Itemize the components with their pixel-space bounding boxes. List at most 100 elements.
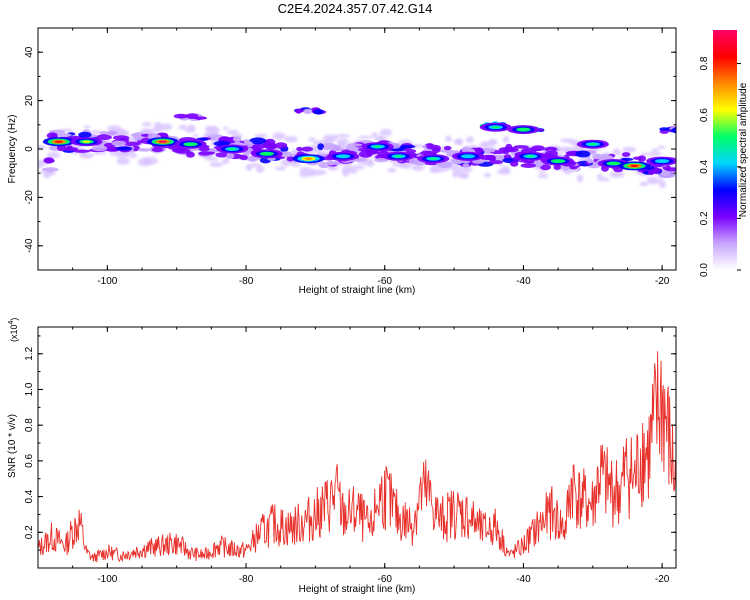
spectrogram-cell bbox=[553, 164, 561, 170]
x-tick-label: -80 bbox=[239, 574, 254, 585]
spectrogram-haze bbox=[445, 135, 452, 142]
x-tick-label: -80 bbox=[239, 276, 254, 287]
spectrogram-haze bbox=[341, 166, 353, 173]
spectrogram-cell bbox=[443, 145, 452, 151]
x-tick-label: -60 bbox=[378, 574, 393, 585]
spectrogram-haze bbox=[457, 173, 468, 178]
spectrogram-haze bbox=[325, 136, 338, 141]
spectrogram-xlabel: Height of straight line (km) bbox=[299, 285, 416, 296]
spectrogram-haze bbox=[82, 155, 91, 159]
y-tick-label: -20 bbox=[24, 190, 35, 205]
spectrogram-cell bbox=[63, 147, 79, 151]
spectrogram-haze bbox=[160, 123, 173, 131]
spectrogram-cell bbox=[73, 149, 91, 153]
spectrogram-haze bbox=[116, 157, 130, 165]
spectrogram-cell bbox=[91, 145, 108, 152]
x-tick-label: -100 bbox=[97, 276, 117, 287]
spectrogram-cell bbox=[138, 148, 145, 152]
spectrogram-cell bbox=[246, 141, 254, 148]
spectrogram-haze bbox=[192, 134, 199, 138]
spectrogram-cell bbox=[575, 150, 591, 158]
y-tick-label: 20 bbox=[24, 95, 35, 107]
spectrogram-haze bbox=[411, 164, 425, 171]
spectrogram-hotspot bbox=[464, 155, 472, 158]
spectrogram-cell bbox=[545, 150, 558, 157]
spectrogram-feature bbox=[659, 127, 670, 131]
spectrogram-haze bbox=[128, 152, 138, 159]
spectrogram-haze bbox=[38, 145, 47, 150]
spectrogram-feature bbox=[648, 169, 655, 176]
y-tick-label: 0.4 bbox=[24, 489, 35, 503]
spectrogram-cell bbox=[96, 134, 112, 141]
spectrogram-haze bbox=[646, 176, 658, 185]
spectrogram-haze bbox=[537, 173, 549, 179]
spectrogram-cell bbox=[488, 160, 503, 165]
spectrogram-haze bbox=[209, 161, 224, 168]
spectrogram-haze bbox=[115, 150, 130, 159]
spectrogram-haze bbox=[255, 165, 265, 173]
colorbar-tick-label: 0.4 bbox=[699, 159, 710, 173]
spectrogram-cell bbox=[43, 157, 55, 164]
spectrogram-cell bbox=[586, 158, 594, 164]
colorbar-tick-label: 0.0 bbox=[699, 263, 710, 277]
spectrogram-haze bbox=[622, 146, 636, 153]
spectrogram-haze bbox=[597, 177, 610, 182]
spectrogram-cell bbox=[544, 146, 558, 152]
spectrogram-cell bbox=[111, 140, 127, 147]
spectrogram-cell bbox=[322, 146, 332, 150]
spectrogram-cell bbox=[198, 151, 212, 156]
spectrogram-haze bbox=[379, 128, 392, 137]
spectrogram-hotspot bbox=[339, 155, 348, 158]
spectrogram-cell bbox=[510, 160, 519, 167]
spectrogram-hotspot bbox=[186, 143, 195, 146]
spectrogram-haze bbox=[206, 126, 217, 131]
spectrogram-cell bbox=[562, 164, 570, 171]
spectrogram-hotspot bbox=[519, 128, 528, 131]
spectrogram-chart: -100 -80 -60 -40 -20 -40 -20 0 20 40 Height of st… bbox=[7, 27, 749, 296]
spectrogram-cell bbox=[78, 131, 92, 138]
y-tick-label: 0.2 bbox=[24, 525, 35, 539]
colorbar-tick-label: 0.6 bbox=[699, 108, 710, 122]
spectrogram-hotspot bbox=[554, 160, 563, 163]
spectrogram-hotspot bbox=[394, 155, 403, 158]
spectrogram-cell bbox=[462, 163, 470, 168]
spectrogram-cell bbox=[208, 147, 217, 152]
spectrogram-cell bbox=[56, 144, 67, 152]
spectrogram-haze bbox=[576, 174, 584, 183]
snr-plot-area bbox=[38, 327, 676, 568]
spectrogram-haze bbox=[596, 174, 604, 178]
spectrogram-haze bbox=[272, 132, 286, 140]
spectrogram-hotspot bbox=[304, 157, 313, 160]
y-tick-label: 1.2 bbox=[24, 346, 35, 360]
spectrogram-cell bbox=[301, 146, 313, 152]
snr-xlabel: Height of straight line (km) bbox=[299, 584, 416, 595]
spectrogram-cell bbox=[279, 151, 292, 158]
spectrogram-cell bbox=[99, 131, 109, 136]
y-tick-label: 0.8 bbox=[24, 418, 35, 432]
spectrogram-hotspot bbox=[82, 140, 91, 143]
spectrogram-haze bbox=[651, 148, 660, 153]
spectrogram-cell bbox=[660, 171, 671, 177]
colorbar-tick-label: 0.8 bbox=[699, 56, 710, 70]
spectrogram-cell bbox=[286, 156, 295, 162]
spectrogram-hotspot bbox=[491, 126, 500, 129]
spectrogram-haze bbox=[483, 172, 492, 178]
snr-chart: -100 -80 -60 -40 -20 0.2 0.4 0.6 0.8 1.0 1.2 Heigh… bbox=[7, 318, 677, 595]
spectrogram-cell bbox=[248, 155, 258, 162]
colorbar-axes: 0.0 0.2 0.4 0.6 0.8 bbox=[699, 56, 741, 277]
spectrogram-haze bbox=[357, 135, 374, 139]
spectrogram-haze bbox=[349, 165, 365, 170]
spectrogram-cell bbox=[637, 155, 646, 162]
spectrogram-haze bbox=[387, 167, 397, 173]
spectrogram-cell bbox=[513, 145, 529, 149]
spectrogram-cell bbox=[347, 143, 363, 147]
spectrogram-haze bbox=[657, 145, 666, 149]
spectrogram-cell bbox=[233, 137, 241, 141]
spectrogram-haze bbox=[308, 137, 316, 142]
snr-frame bbox=[37, 326, 677, 569]
snr-scale-label: (x104) bbox=[8, 318, 19, 342]
spectrogram-ylabel: Frequency (Hz) bbox=[7, 115, 18, 184]
spectrogram-haze bbox=[319, 139, 331, 144]
spectrogram-haze bbox=[639, 181, 649, 187]
spectrogram-hotspot bbox=[262, 152, 271, 155]
